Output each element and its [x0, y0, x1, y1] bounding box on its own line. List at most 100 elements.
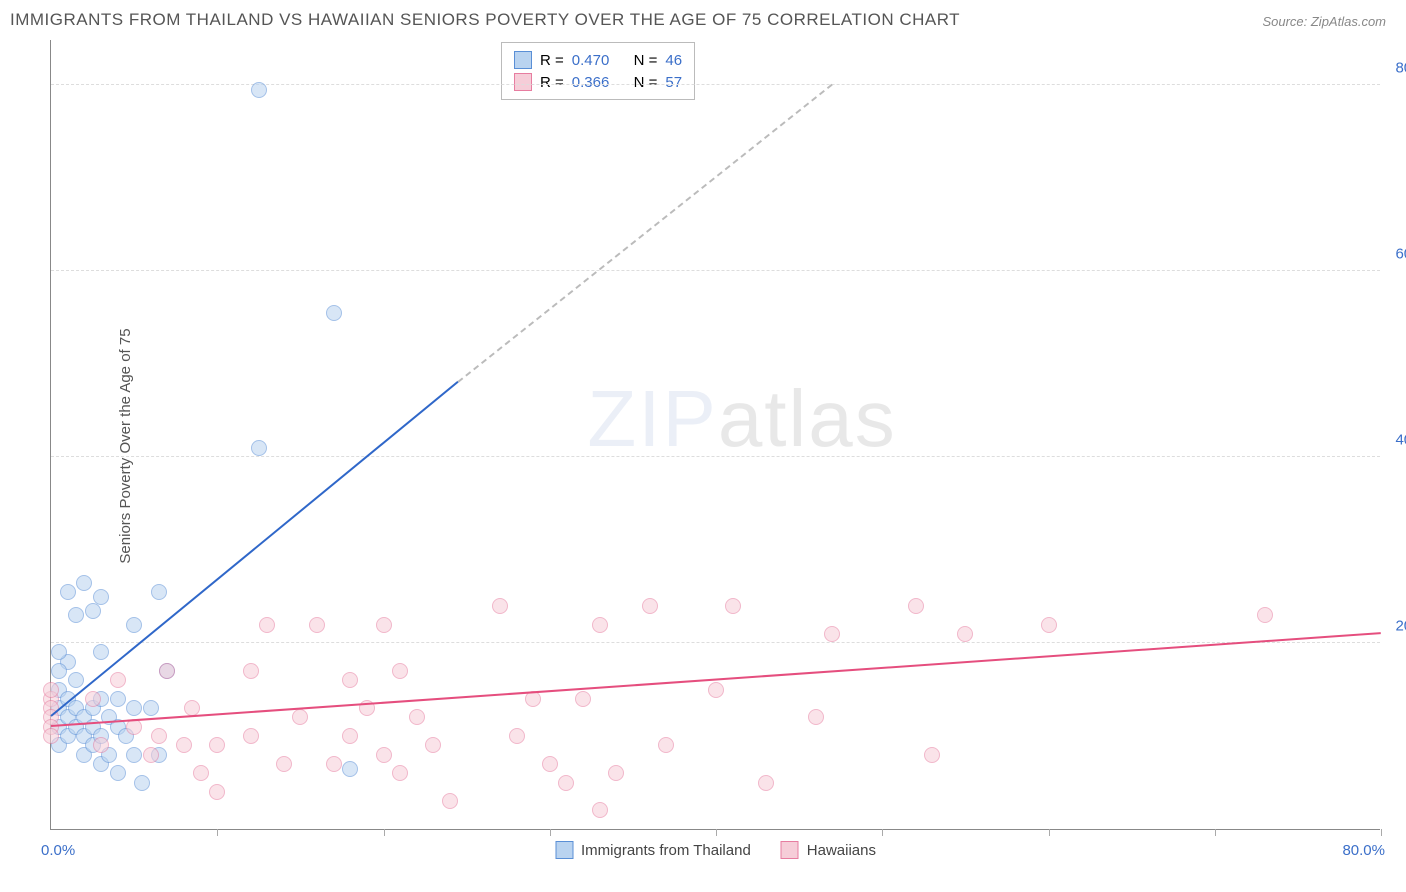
r-value-1: 0.470 — [572, 52, 610, 69]
n-value-2: 57 — [665, 74, 682, 91]
gridline — [51, 642, 1380, 643]
scatter-point — [509, 728, 525, 744]
scatter-point — [243, 663, 259, 679]
scatter-point — [259, 617, 275, 633]
x-tick — [1215, 829, 1216, 836]
scatter-point — [151, 728, 167, 744]
x-max-label: 80.0% — [1342, 842, 1385, 859]
swatch-series-1 — [514, 51, 532, 69]
legend-row-2: R = 0.366 N = 57 — [514, 71, 682, 93]
scatter-point — [575, 691, 591, 707]
scatter-point — [608, 765, 624, 781]
bottom-legend: Immigrants from Thailand Hawaiians — [555, 841, 876, 859]
scatter-point — [1257, 607, 1273, 623]
scatter-point — [1041, 617, 1057, 633]
source-label: Source: ZipAtlas.com — [1262, 14, 1386, 29]
scatter-point — [409, 709, 425, 725]
y-tick-label: 40.0% — [1395, 432, 1406, 449]
swatch-series-2 — [514, 73, 532, 91]
scatter-point — [326, 756, 342, 772]
chart-container: IMMIGRANTS FROM THAILAND VS HAWAIIAN SEN… — [0, 0, 1406, 892]
scatter-point — [110, 765, 126, 781]
scatter-point — [143, 700, 159, 716]
r-label: R = — [540, 74, 564, 91]
trend-line — [51, 632, 1381, 727]
scatter-point — [425, 737, 441, 753]
scatter-point — [43, 682, 59, 698]
y-tick-label: 20.0% — [1395, 618, 1406, 635]
scatter-point — [492, 598, 508, 614]
swatch-bottom-2 — [781, 841, 799, 859]
x-tick — [550, 829, 551, 836]
scatter-point — [824, 626, 840, 642]
gridline — [51, 84, 1380, 85]
scatter-point — [442, 793, 458, 809]
scatter-point — [758, 775, 774, 791]
x-tick — [716, 829, 717, 836]
scatter-point — [392, 663, 408, 679]
scatter-point — [85, 603, 101, 619]
n-value-1: 46 — [665, 52, 682, 69]
scatter-point — [110, 691, 126, 707]
scatter-point — [309, 617, 325, 633]
scatter-point — [134, 775, 150, 791]
scatter-point — [43, 728, 59, 744]
scatter-point — [642, 598, 658, 614]
series-1-name: Immigrants from Thailand — [581, 842, 751, 859]
scatter-point — [376, 747, 392, 763]
scatter-point — [193, 765, 209, 781]
y-tick-label: 80.0% — [1395, 60, 1406, 77]
swatch-bottom-1 — [555, 841, 573, 859]
scatter-point — [51, 663, 67, 679]
scatter-point — [924, 747, 940, 763]
watermark-atlas: atlas — [718, 374, 897, 463]
scatter-point — [151, 584, 167, 600]
scatter-point — [957, 626, 973, 642]
correlation-legend: R = 0.470 N = 46 R = 0.366 N = 57 — [501, 42, 695, 100]
scatter-point — [126, 747, 142, 763]
scatter-point — [276, 756, 292, 772]
scatter-point — [342, 728, 358, 744]
scatter-point — [558, 775, 574, 791]
x-tick — [1381, 829, 1382, 836]
scatter-point — [51, 644, 67, 660]
scatter-point — [542, 756, 558, 772]
scatter-point — [110, 672, 126, 688]
scatter-point — [251, 82, 267, 98]
scatter-point — [342, 672, 358, 688]
y-tick-label: 60.0% — [1395, 246, 1406, 263]
series-2-name: Hawaiians — [807, 842, 876, 859]
scatter-point — [176, 737, 192, 753]
x-origin-label: 0.0% — [41, 842, 75, 859]
scatter-point — [725, 598, 741, 614]
scatter-point — [126, 617, 142, 633]
watermark: ZIPatlas — [587, 373, 896, 465]
scatter-point — [60, 584, 76, 600]
chart-title: IMMIGRANTS FROM THAILAND VS HAWAIIAN SEN… — [10, 10, 960, 30]
scatter-point — [159, 663, 175, 679]
scatter-point — [251, 440, 267, 456]
scatter-point — [326, 305, 342, 321]
scatter-point — [209, 784, 225, 800]
scatter-point — [392, 765, 408, 781]
scatter-point — [93, 644, 109, 660]
x-tick — [1049, 829, 1050, 836]
scatter-point — [68, 607, 84, 623]
n-label: N = — [634, 74, 658, 91]
gridline — [51, 270, 1380, 271]
bottom-legend-item-1: Immigrants from Thailand — [555, 841, 751, 859]
trend-line-dashed — [458, 84, 833, 383]
scatter-point — [143, 747, 159, 763]
gridline — [51, 456, 1380, 457]
n-label: N = — [634, 52, 658, 69]
scatter-point — [592, 617, 608, 633]
scatter-point — [126, 700, 142, 716]
scatter-point — [93, 737, 109, 753]
legend-row-1: R = 0.470 N = 46 — [514, 49, 682, 71]
scatter-point — [243, 728, 259, 744]
scatter-point — [808, 709, 824, 725]
x-tick — [882, 829, 883, 836]
scatter-point — [68, 672, 84, 688]
x-tick — [384, 829, 385, 836]
r-value-2: 0.366 — [572, 74, 610, 91]
